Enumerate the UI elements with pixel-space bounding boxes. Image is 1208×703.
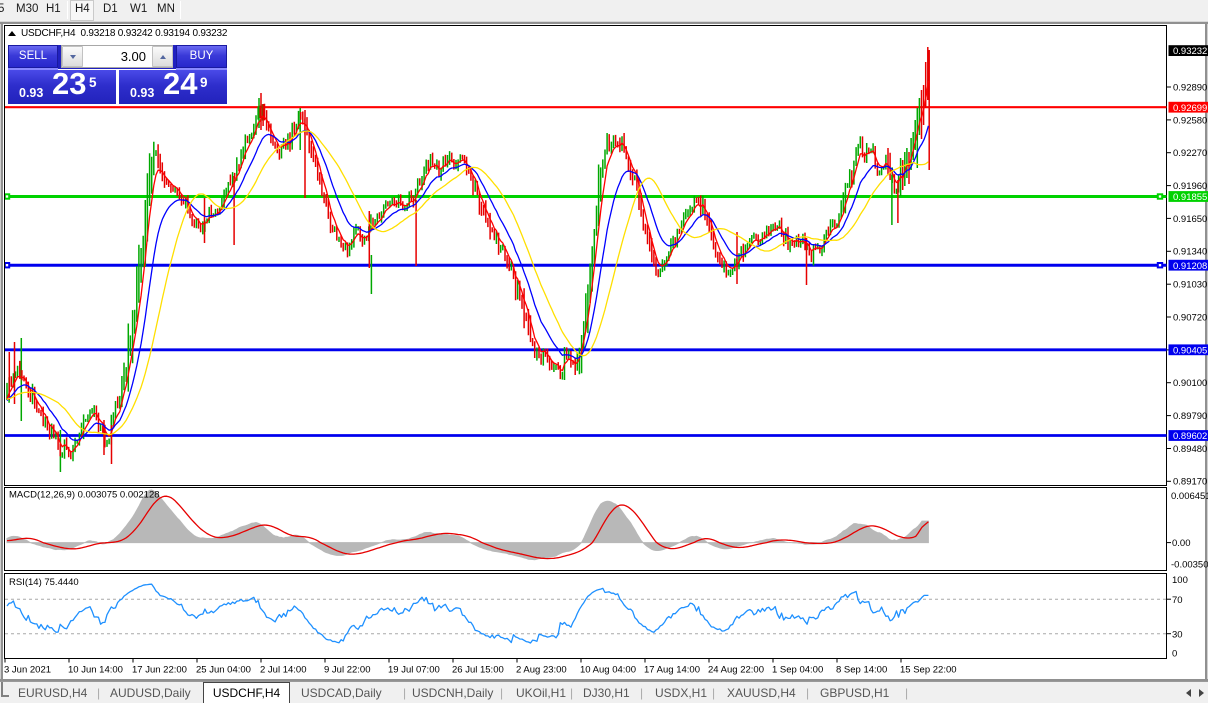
svg-text:0.91960: 0.91960 [1173, 181, 1207, 192]
svg-text:0.006451: 0.006451 [1171, 491, 1208, 502]
svg-text:0.92890: 0.92890 [1173, 82, 1207, 93]
svg-text:3 Jun 2021: 3 Jun 2021 [4, 665, 51, 676]
svg-text:RSI(14) 75.4440: RSI(14) 75.4440 [9, 577, 79, 588]
svg-text:19 Jul 07:00: 19 Jul 07:00 [388, 665, 440, 676]
svg-text:-0.00350: -0.00350 [1171, 560, 1208, 571]
svg-text:9 Jul 22:00: 9 Jul 22:00 [324, 665, 370, 676]
svg-text:0.92699: 0.92699 [1173, 103, 1207, 114]
svg-text:10 Aug 04:00: 10 Aug 04:00 [580, 665, 636, 676]
svg-text:17 Aug 14:00: 17 Aug 14:00 [644, 665, 700, 676]
svg-text:MACD(12,26,9) 0.003075 0.00212: MACD(12,26,9) 0.003075 0.002128 [9, 490, 160, 501]
svg-text:1 Sep 04:00: 1 Sep 04:00 [772, 665, 823, 676]
svg-text:0.00: 0.00 [1172, 538, 1191, 549]
svg-text:15 Sep 22:00: 15 Sep 22:00 [900, 665, 957, 676]
svg-text:0.91030: 0.91030 [1173, 280, 1207, 291]
svg-text:0.90100: 0.90100 [1173, 378, 1207, 389]
svg-text:10 Jun 14:00: 10 Jun 14:00 [68, 665, 123, 676]
svg-text:2 Aug 23:00: 2 Aug 23:00 [516, 665, 567, 676]
svg-text:0: 0 [1172, 649, 1177, 660]
svg-text:0.90405: 0.90405 [1173, 345, 1207, 356]
svg-text:0.89602: 0.89602 [1173, 431, 1207, 442]
svg-text:30: 30 [1172, 629, 1183, 640]
svg-text:0.93232: 0.93232 [1173, 46, 1207, 57]
svg-text:0.89170: 0.89170 [1173, 477, 1207, 488]
svg-text:17 Jun 22:00: 17 Jun 22:00 [132, 665, 187, 676]
svg-text:0.91650: 0.91650 [1173, 214, 1207, 225]
svg-text:2 Jul 14:00: 2 Jul 14:00 [260, 665, 306, 676]
svg-text:0.89480: 0.89480 [1173, 444, 1207, 455]
svg-text:8 Sep 14:00: 8 Sep 14:00 [836, 665, 887, 676]
svg-text:26 Jul 15:00: 26 Jul 15:00 [452, 665, 504, 676]
svg-text:25 Jun 04:00: 25 Jun 04:00 [196, 665, 251, 676]
svg-text:0.92580: 0.92580 [1173, 115, 1207, 126]
svg-text:100: 100 [1172, 575, 1188, 586]
svg-text:70: 70 [1172, 595, 1183, 606]
svg-text:0.89790: 0.89790 [1173, 411, 1207, 422]
svg-text:0.91208: 0.91208 [1173, 261, 1207, 272]
svg-text:24 Aug 22:00: 24 Aug 22:00 [708, 665, 764, 676]
svg-text:0.91855: 0.91855 [1173, 192, 1207, 203]
svg-text:0.91340: 0.91340 [1173, 247, 1207, 258]
svg-text:0.90720: 0.90720 [1173, 312, 1207, 323]
svg-text:0.92270: 0.92270 [1173, 148, 1207, 159]
